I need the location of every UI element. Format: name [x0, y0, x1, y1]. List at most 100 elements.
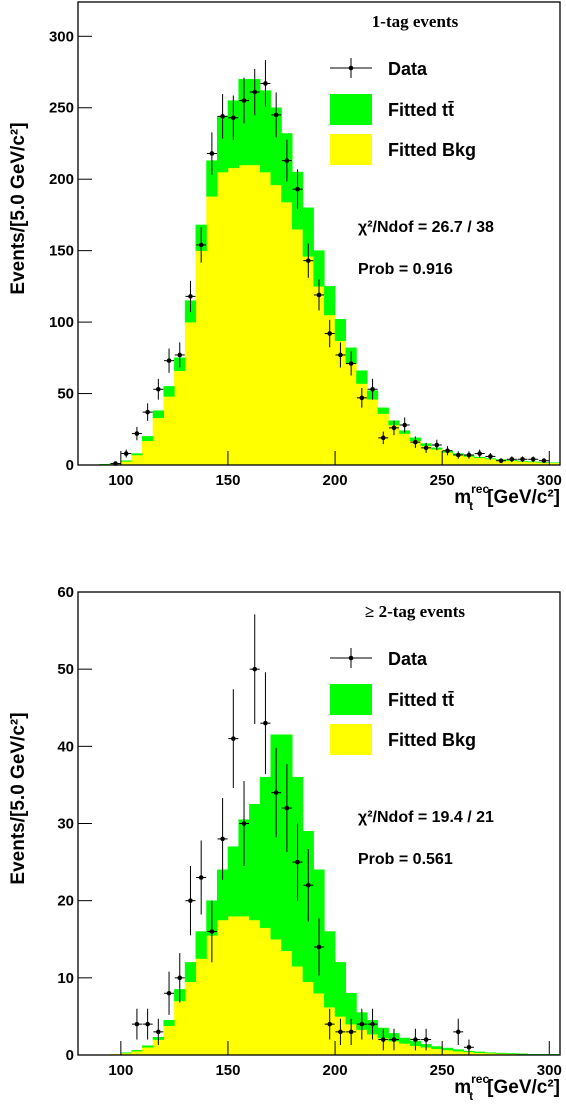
hist-bin: [142, 440, 154, 466]
x-tick-label: 200: [323, 1062, 348, 1079]
data-point: [263, 81, 268, 86]
hist-bin: [184, 962, 197, 982]
legend-label: Fitted Bkg: [388, 730, 476, 750]
prob-annotation: Prob = 0.561: [358, 851, 453, 868]
hist-bin: [195, 250, 207, 466]
x-tick-label: 150: [215, 472, 240, 489]
data-point: [198, 242, 204, 248]
data-point: [252, 666, 258, 672]
hist-bin: [356, 370, 368, 384]
hist-bin: [227, 846, 239, 917]
legend-label: Data: [388, 649, 428, 669]
hist-bin: [399, 1043, 411, 1056]
data-point: [445, 448, 450, 454]
data-point: [123, 451, 129, 456]
data-point: [466, 1044, 472, 1050]
data-point: [348, 1029, 354, 1035]
hist-bin: [366, 399, 379, 466]
hist-bin: [259, 776, 272, 928]
hist-bin: [270, 184, 282, 466]
x-label-sub: t: [469, 1089, 473, 1103]
x-label-symbol: m: [454, 1077, 471, 1098]
hist-bin: [302, 981, 314, 1056]
hist-bin: [281, 201, 293, 466]
y-tick-label: 200: [49, 171, 74, 188]
data-point: [188, 294, 193, 299]
data-point: [338, 1029, 343, 1035]
data-point: [359, 1021, 365, 1027]
hist-bin: [324, 286, 336, 316]
y-tick-label: 250: [49, 100, 74, 117]
hist-bin: [152, 410, 164, 419]
hist-bin: [291, 966, 304, 1056]
hist-bin: [227, 167, 239, 466]
data-point: [370, 1021, 375, 1027]
hist-bin: [452, 1049, 464, 1052]
x-tick-label: 250: [430, 472, 455, 489]
hist-bin: [291, 228, 304, 466]
data-point: [198, 875, 204, 880]
data-point: [509, 456, 515, 462]
legend-label: Data: [388, 59, 428, 79]
data-point: [391, 1037, 397, 1042]
x-axis-label: mrec t [GeV/c²]: [454, 1072, 560, 1103]
legend-swatch: [330, 94, 372, 125]
data-point: [156, 1029, 161, 1035]
prob-annotation: Prob = 0.916: [358, 261, 453, 278]
hist-bin: [142, 1045, 154, 1048]
hist-bin: [259, 927, 272, 1056]
data-point: [380, 1037, 386, 1042]
hist-bin: [163, 1020, 175, 1026]
data-point: [488, 454, 493, 459]
y-tick-label: 50: [57, 386, 74, 403]
hist-bin: [249, 919, 261, 1056]
hist-bin: [249, 164, 261, 466]
legend-marker: [348, 65, 354, 71]
hist-bin: [142, 436, 154, 441]
data-point: [455, 452, 461, 458]
hist-bin: [281, 950, 293, 1056]
data-point: [305, 882, 311, 888]
x-tick-label: 200: [323, 472, 348, 489]
panel-title: ≥ 2-tag events: [365, 602, 465, 621]
data-point: [295, 859, 300, 865]
data-point: [241, 821, 247, 826]
data-point: [530, 456, 536, 462]
data-point: [413, 1037, 418, 1042]
chi2-annotation: χ²/Ndof = 19.4 / 21: [358, 809, 494, 826]
hist-bin: [152, 417, 164, 466]
hist-bin: [249, 803, 261, 921]
hist-bin: [131, 454, 143, 466]
legend-swatch: [330, 724, 372, 755]
hist-bin: [216, 171, 229, 466]
data-point: [273, 112, 279, 118]
data-point: [209, 929, 215, 934]
hist-bin: [259, 171, 272, 466]
legend-label: Fitted tt̄: [388, 100, 454, 120]
legend-swatch: [330, 134, 372, 165]
data-point: [166, 990, 172, 996]
hist-bin: [238, 164, 250, 466]
hist-bin: [174, 1000, 186, 1056]
y-tick-label: 10: [57, 970, 74, 987]
data-point: [231, 115, 236, 121]
x-label-sup: rec: [471, 482, 489, 496]
x-label-sup: rec: [471, 1072, 489, 1086]
hist-bin: [195, 931, 207, 959]
data-point: [402, 422, 407, 428]
hist-bin: [227, 915, 239, 1056]
legend-label: Fitted tt̄: [388, 690, 454, 710]
hist-bin: [399, 1037, 411, 1044]
data-point: [252, 89, 258, 95]
hist-bin: [163, 386, 175, 397]
hist-bin: [441, 1049, 454, 1056]
x-tick-label: 100: [108, 1062, 133, 1079]
hist-bin: [131, 453, 143, 456]
hist-bin: [270, 939, 282, 1056]
legend-label: Fitted Bkg: [388, 140, 476, 160]
data-point: [327, 1021, 333, 1027]
data-point: [348, 361, 354, 366]
panel: 0 50 100 150 200 250 300 100 150 200 250 300 Events/…: [8, 1, 562, 513]
data-point: [263, 720, 268, 726]
